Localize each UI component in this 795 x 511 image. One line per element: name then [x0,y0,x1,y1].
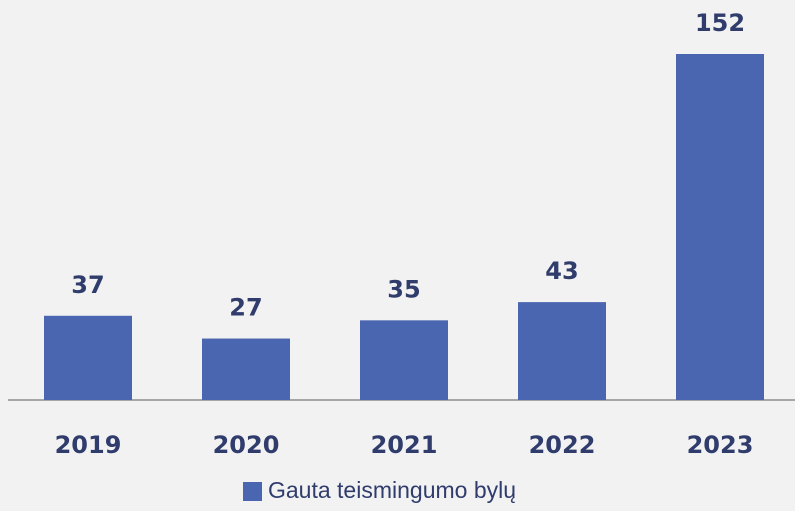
x-tick-label: 2021 [371,431,438,459]
data-label: 37 [71,271,104,299]
data-label: 35 [387,275,420,303]
data-label: 27 [229,294,262,322]
bar [676,54,764,400]
bar [360,320,448,400]
x-tick-label: 2019 [55,431,122,459]
bar [518,302,606,400]
x-tick-label: 2020 [213,431,280,459]
data-label: 43 [545,257,578,285]
bar [44,315,132,400]
x-tick-label: 2022 [529,431,596,459]
bar [202,338,290,400]
x-tick-label: 2023 [687,431,754,459]
legend-label: Gauta teismingumo bylų [268,477,516,503]
data-label: 152 [695,9,745,37]
legend-swatch [243,482,262,501]
